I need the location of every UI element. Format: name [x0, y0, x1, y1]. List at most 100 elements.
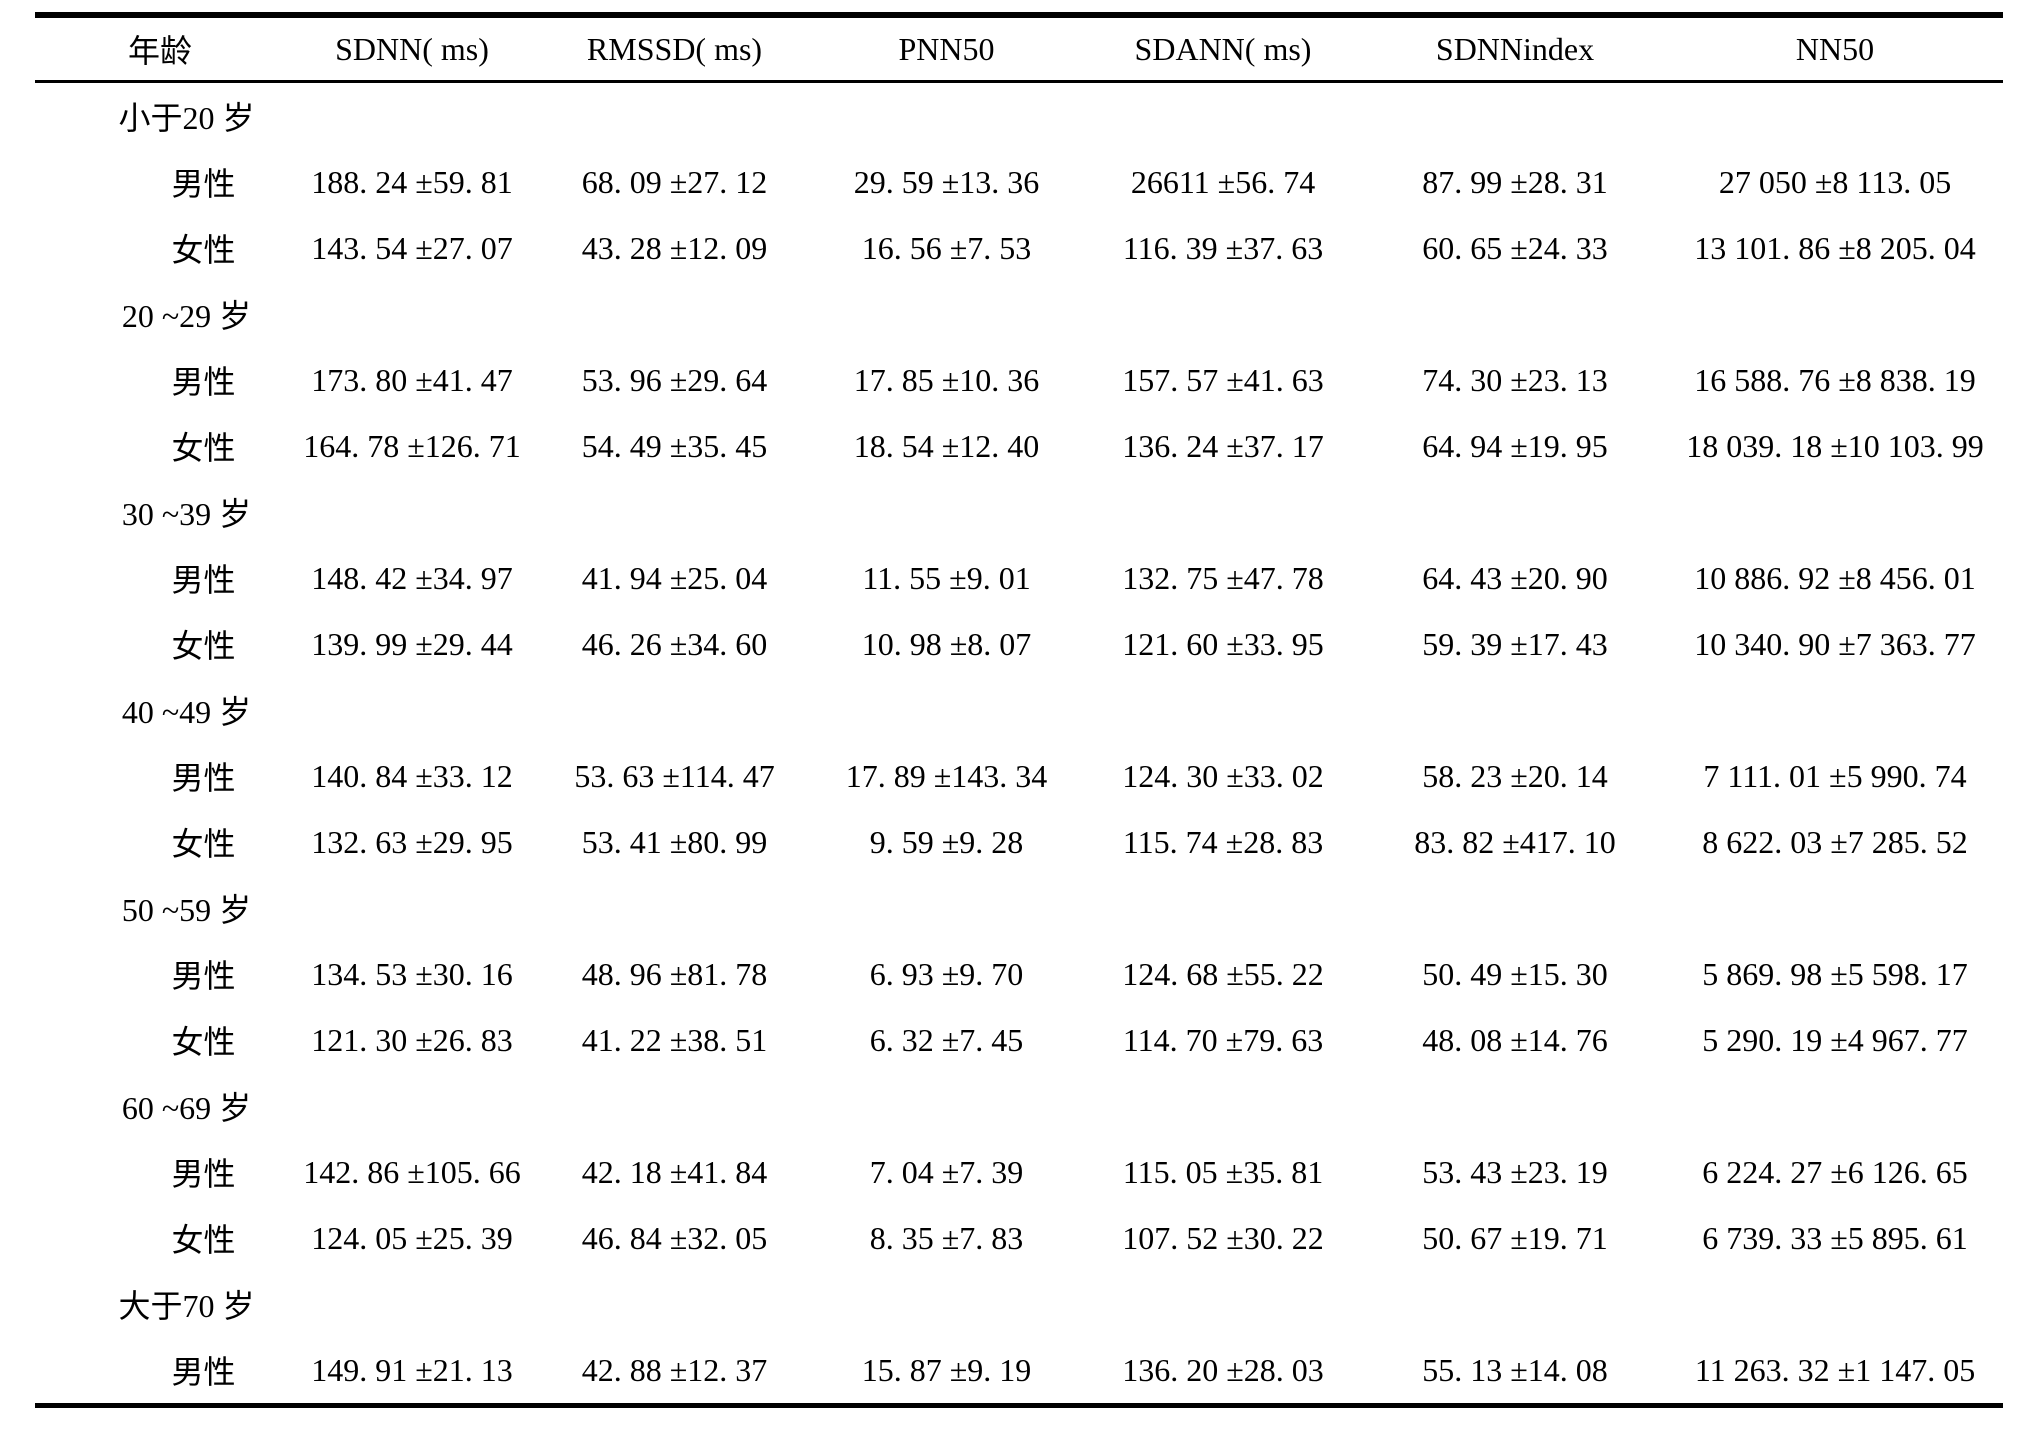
value-cell [1363, 875, 1667, 941]
value-cell: 42. 18 ±41. 84 [581, 1153, 768, 1190]
value-cell: 143. 54 ±27. 07 [311, 229, 513, 266]
value-cell: 64. 43 ±20. 90 [1422, 559, 1608, 596]
column-header-sdannms: SDANN( ms) [1083, 15, 1363, 83]
value-cell: 121. 30 ±26. 83 [311, 1021, 513, 1058]
value-cell [1667, 1271, 2003, 1337]
value-cell [1363, 677, 1667, 743]
value-cell [810, 1271, 1083, 1337]
sex-label: 男性 [171, 760, 236, 796]
age-group-label: 40 ~49 岁 [121, 694, 252, 730]
sex-label: 男性 [171, 166, 236, 202]
value-cell [810, 875, 1083, 941]
value-cell: 55. 13 ±14. 08 [1422, 1351, 1608, 1388]
value-cell: 13 101. 86 ±8 205. 04 [1694, 229, 1976, 266]
value-cell [1363, 479, 1667, 545]
value-cell: 27 050 ±8 113. 05 [1718, 163, 1952, 200]
sex-data-row: 女性 139. 99 ±29. 44 46. 26 ±34. 60 10. 98 ±8… [35, 611, 2003, 677]
value-cell [539, 677, 810, 743]
value-cell: 116. 39 ±37. 63 [1122, 229, 1324, 266]
value-cell [539, 479, 810, 545]
value-cell: 148. 42 ±34. 97 [311, 559, 513, 596]
sex-label: 女性 [171, 1222, 236, 1258]
value-cell: 114. 70 ±79. 63 [1122, 1021, 1324, 1058]
value-cell [1667, 281, 2003, 347]
paper-table-container: 年龄 SDNN( ms) RMSSD( ms) PNN50 SDANN( ms) SDNN… [35, 12, 2003, 1408]
value-cell [1667, 677, 2003, 743]
value-cell: 46. 84 ±32. 05 [581, 1219, 768, 1256]
value-cell: 83. 82 ±417. 10 [1414, 823, 1616, 860]
sex-label: 男性 [171, 1354, 236, 1390]
value-cell: 18 039. 18 ±10 103. 99 [1686, 427, 1984, 464]
value-cell [1667, 479, 2003, 545]
value-cell: 16 588. 76 ±8 838. 19 [1694, 361, 1976, 398]
value-cell [285, 677, 539, 743]
value-cell: 50. 67 ±19. 71 [1422, 1219, 1608, 1256]
value-cell [539, 875, 810, 941]
value-cell: 68. 09 ±27. 12 [581, 163, 768, 200]
value-cell: 142. 86 ±105. 66 [303, 1153, 521, 1190]
value-cell: 41. 22 ±38. 51 [581, 1021, 768, 1058]
age-group-row: 40 ~49 岁 [35, 677, 2003, 743]
column-header-sdnnms: SDNN( ms) [285, 15, 539, 83]
age-group-row: 小于20 岁 [35, 82, 2003, 150]
value-cell: 5 869. 98 ±5 598. 17 [1702, 955, 1968, 992]
value-cell: 6. 93 ±9. 70 [869, 955, 1024, 992]
value-cell: 6. 32 ±7. 45 [869, 1021, 1024, 1058]
value-cell [1667, 875, 2003, 941]
value-cell: 53. 41 ±80. 99 [581, 823, 768, 860]
value-cell [285, 479, 539, 545]
column-header-sdnnindex: SDNNindex [1363, 15, 1667, 83]
value-cell [1083, 281, 1363, 347]
value-cell: 10. 98 ±8. 07 [861, 625, 1032, 662]
value-cell [1363, 82, 1667, 150]
sex-label: 女性 [171, 232, 236, 268]
table-header: 年龄 SDNN( ms) RMSSD( ms) PNN50 SDANN( ms) SDNN… [35, 15, 2003, 83]
column-header-rmssdms: RMSSD( ms) [539, 15, 810, 83]
age-group-label: 60 ~69 岁 [121, 1090, 252, 1126]
value-cell [1083, 1073, 1363, 1139]
value-cell: 41. 94 ±25. 04 [581, 559, 768, 596]
value-cell: 121. 60 ±33. 95 [1122, 625, 1324, 662]
value-cell: 8. 35 ±7. 83 [869, 1219, 1024, 1256]
sex-data-row: 男性 149. 91 ±21. 13 42. 88 ±12. 37 15. 87 ±9… [35, 1337, 2003, 1406]
sex-label: 男性 [171, 562, 236, 598]
sex-data-row: 男性 173. 80 ±41. 47 53. 96 ±29. 64 17. 85 ±1… [35, 347, 2003, 413]
value-cell [810, 281, 1083, 347]
value-cell: 15. 87 ±9. 19 [861, 1351, 1032, 1388]
age-group-label: 20 ~29 岁 [121, 298, 252, 334]
sex-data-row: 女性 124. 05 ±25. 39 46. 84 ±32. 05 8. 35 ±7.… [35, 1205, 2003, 1271]
value-cell: 6 739. 33 ±5 895. 61 [1702, 1219, 1968, 1256]
value-cell [285, 281, 539, 347]
value-cell: 139. 99 ±29. 44 [311, 625, 513, 662]
hrv-age-sex-table: 年龄 SDNN( ms) RMSSD( ms) PNN50 SDANN( ms) SDNN… [35, 12, 2003, 1408]
value-cell: 7 111. 01 ±5 990. 74 [1703, 757, 1967, 794]
column-header-age: 年龄 [35, 15, 285, 83]
value-cell [539, 1271, 810, 1337]
value-cell: 10 886. 92 ±8 456. 01 [1694, 559, 1976, 596]
value-cell [539, 1073, 810, 1139]
value-cell [810, 677, 1083, 743]
value-cell: 9. 59 ±9. 28 [869, 823, 1024, 860]
value-cell [539, 281, 810, 347]
sex-label: 男性 [171, 1156, 236, 1192]
value-cell: 124. 68 ±55. 22 [1122, 955, 1324, 992]
value-cell [1363, 281, 1667, 347]
value-cell: 173. 80 ±41. 47 [311, 361, 513, 398]
age-group-row: 大于70 岁 [35, 1271, 2003, 1337]
value-cell: 58. 23 ±20. 14 [1422, 757, 1608, 794]
value-cell: 42. 88 ±12. 37 [581, 1351, 768, 1388]
value-cell: 59. 39 ±17. 43 [1422, 625, 1608, 662]
value-cell: 107. 52 ±30. 22 [1122, 1219, 1324, 1256]
value-cell [1083, 1271, 1363, 1337]
value-cell: 124. 30 ±33. 02 [1122, 757, 1324, 794]
sex-data-row: 男性 188. 24 ±59. 81 68. 09 ±27. 12 29. 59 ±1… [35, 149, 2003, 215]
age-group-row: 30 ~39 岁 [35, 479, 2003, 545]
age-group-label: 30 ~39 岁 [121, 496, 252, 532]
column-header-nn50: NN50 [1667, 15, 2003, 83]
value-cell [539, 82, 810, 150]
value-cell: 136. 24 ±37. 17 [1122, 427, 1324, 464]
value-cell: 7. 04 ±7. 39 [869, 1153, 1024, 1190]
sex-data-row: 男性 142. 86 ±105. 66 42. 18 ±41. 84 7. 04 ±7… [35, 1139, 2003, 1205]
value-cell: 16. 56 ±7. 53 [861, 229, 1032, 266]
value-cell: 64. 94 ±19. 95 [1422, 427, 1608, 464]
